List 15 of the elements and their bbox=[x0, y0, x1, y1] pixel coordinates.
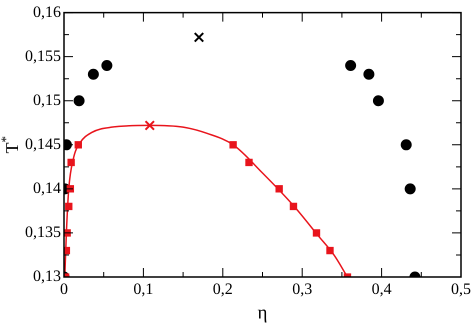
y-axis-title: T* bbox=[0, 136, 22, 154]
y-tick-label: 0,13 bbox=[33, 268, 61, 286]
x-tick-label: 0,2 bbox=[212, 280, 233, 298]
x-tick-label: 0,5 bbox=[451, 280, 471, 298]
y-tick-label: 0,15 bbox=[33, 92, 61, 109]
x-tick-label: 0,1 bbox=[133, 280, 154, 298]
y-tick-label: 0,145 bbox=[25, 136, 61, 154]
y-tick-label: 0,16 bbox=[33, 4, 61, 21]
y-tick-label: 0,135 bbox=[25, 224, 61, 242]
x-tick-label: 0,4 bbox=[372, 280, 392, 298]
y-tick-label: 0,14 bbox=[33, 180, 61, 198]
x-tick-label: 0 bbox=[60, 280, 68, 298]
x-axis-title: η bbox=[258, 302, 268, 324]
y-tick-label: 0,155 bbox=[25, 48, 61, 65]
x-tick-label: 0,3 bbox=[292, 280, 312, 298]
